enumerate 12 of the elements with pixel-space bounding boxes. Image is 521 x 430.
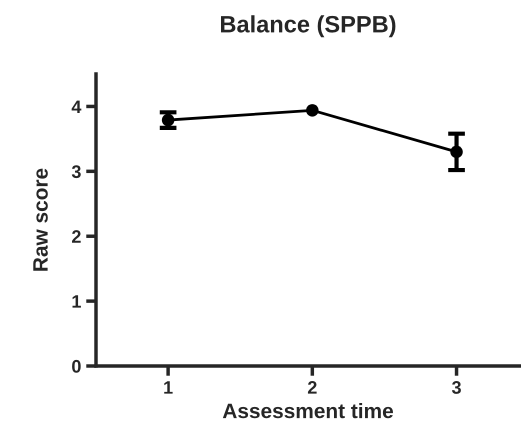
- y-tick-label: 3: [72, 165, 81, 178]
- x-tick-label: 3: [452, 381, 461, 394]
- y-tick-label: 2: [72, 230, 81, 243]
- y-tick-label: 0: [72, 360, 81, 373]
- y-tick-label: 4: [72, 100, 82, 113]
- y-axis-title: Raw score: [33, 168, 48, 271]
- chart-title: Balance (SPPB): [221, 15, 396, 38]
- y-tick-label: 1: [72, 295, 81, 308]
- x-tick-label: 1: [164, 381, 173, 394]
- point: [306, 104, 319, 117]
- x-axis-title: Assessment time: [222, 402, 393, 418]
- x-tick-label: 2: [308, 381, 317, 394]
